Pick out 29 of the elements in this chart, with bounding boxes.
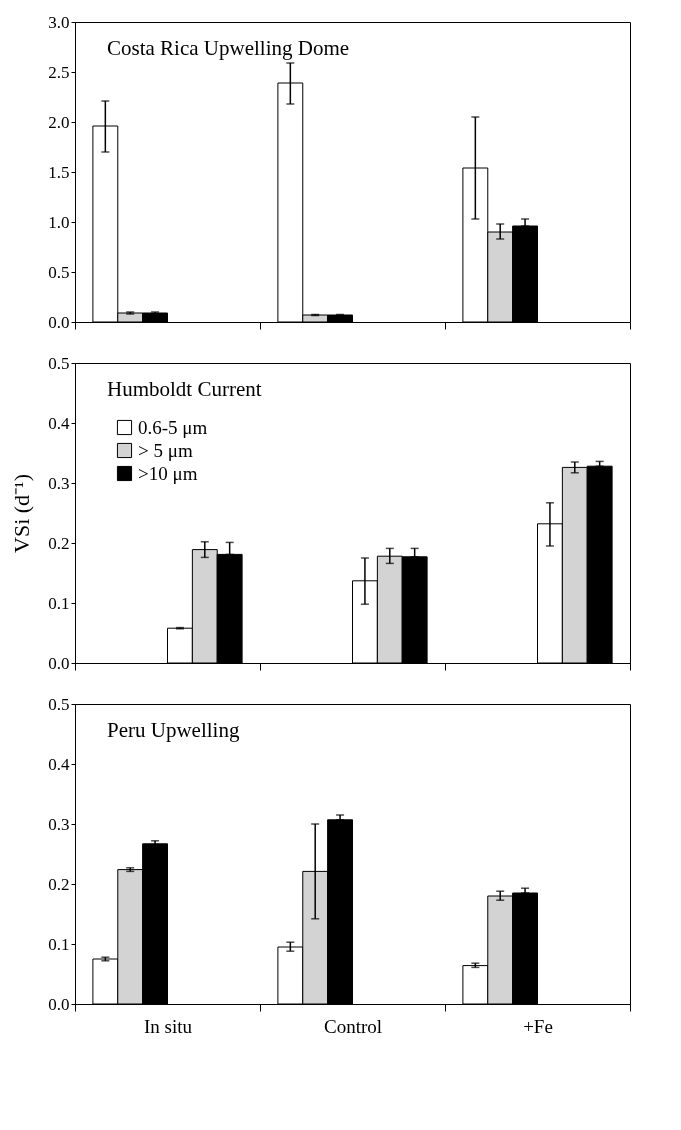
x-tick-label: In situ — [143, 1015, 193, 1037]
y-tick-label: 0.5 — [48, 353, 70, 373]
y-tick-label: 1.0 — [48, 212, 70, 232]
y-tick-label: 0.0 — [48, 994, 70, 1014]
y-tick-label: 0.4 — [48, 413, 70, 433]
y-tick-label: 0.0 — [48, 653, 70, 673]
y-tick-label: 0.0 — [48, 312, 70, 332]
y-axis-title: VSi (d⁻¹) — [9, 474, 35, 553]
y-tick-label: 2.0 — [48, 112, 70, 132]
y-tick-label: 3.0 — [48, 12, 70, 32]
legend-label: >10 μm — [138, 462, 198, 484]
x-tick-label: +Fe — [523, 1015, 553, 1037]
y-tick-label: 0.4 — [48, 754, 70, 774]
y-tick-label: 0.1 — [48, 934, 70, 954]
y-tick-label: 0.2 — [48, 874, 70, 894]
legend-label: > 5 μm — [138, 439, 193, 461]
y-tick-label: 0.5 — [48, 262, 70, 282]
text: Peru Upwelling — [107, 718, 240, 742]
text: Costa Rica Upwelling Dome — [107, 36, 350, 60]
x-tick-label: Control — [323, 1015, 383, 1037]
y-tick-label: 0.5 — [48, 694, 70, 714]
legend-label: 0.6-5 μm — [138, 416, 208, 438]
y-tick-label: 2.5 — [48, 62, 70, 82]
y-tick-label: 0.1 — [48, 593, 70, 613]
y-tick-label: 1.5 — [48, 162, 70, 182]
y-tick-label: 0.3 — [48, 814, 70, 834]
y-tick-label: 0.3 — [48, 473, 70, 493]
text: Humboldt Current — [107, 377, 262, 401]
y-tick-label: 0.2 — [48, 533, 70, 553]
